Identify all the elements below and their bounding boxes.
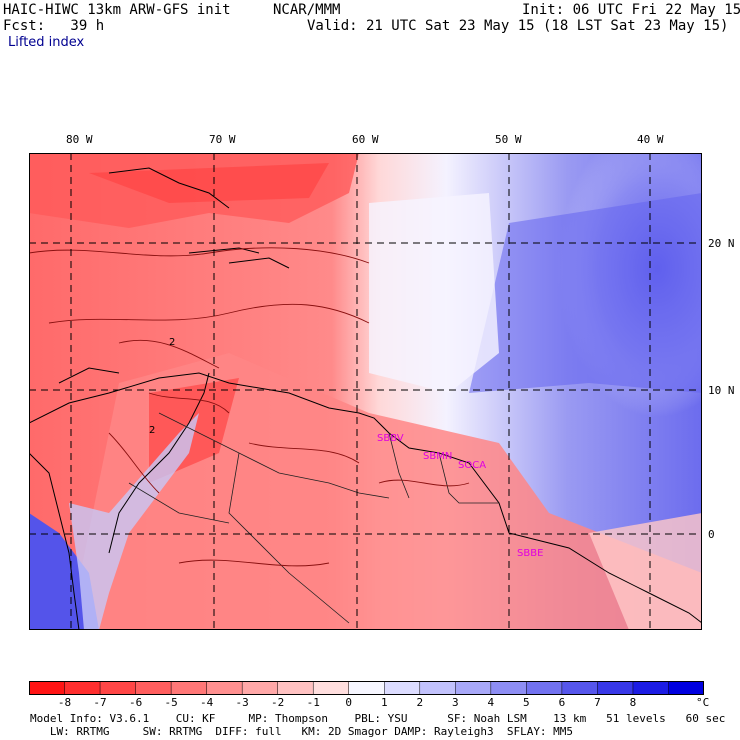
- colorbar-cell: [419, 681, 457, 695]
- forecast-hour: Fcst: 39 h: [3, 18, 105, 34]
- colorbar-cell: [29, 681, 66, 695]
- colorbar-unit: °C: [696, 696, 710, 709]
- lon-label-60w: 60 W: [352, 133, 379, 146]
- model-title: HAIC-HIWC 13km ARW-GFS init: [3, 2, 231, 18]
- colorbar-tick-label: -3: [235, 696, 249, 709]
- caribbean-core: [89, 163, 329, 203]
- colorbar-cell: [455, 681, 492, 695]
- colorbar-cell: [170, 681, 208, 695]
- colorbar-tick-label: -4: [200, 696, 214, 709]
- colorbar-cell: [526, 681, 563, 695]
- station-sbmn: SBMN: [423, 451, 452, 462]
- colorbar: [29, 681, 704, 695]
- colorbar-cell: [632, 681, 670, 695]
- field-name: Lifted index: [8, 35, 85, 50]
- model-info-line1: Model Info: V3.6.1 CU: KF MP: Thompson P…: [30, 712, 726, 725]
- station-sbbe: SBBE: [517, 548, 543, 559]
- andes-neutral: [69, 413, 199, 630]
- contour-label: 2: [149, 425, 155, 436]
- station-sbbv: SBBV: [377, 433, 404, 444]
- colorbar-cell: [348, 681, 386, 695]
- map-canvas: 2 2 SBBV SBMN SOCA SBBE: [29, 153, 702, 630]
- neutral-region: [369, 193, 499, 393]
- colorbar-cell: [597, 681, 634, 695]
- lat-label-eq: 0: [708, 528, 715, 541]
- colorbar-cell: [312, 681, 350, 695]
- country-borders: [128, 412, 499, 624]
- lon-label-70w: 70 W: [209, 133, 236, 146]
- li-contours: [29, 247, 470, 567]
- init-time: Init: 06 UTC Fri 22 May 15: [522, 2, 740, 18]
- colorbar-tick-label: 6: [558, 696, 566, 709]
- lifted-index-map[interactable]: 2 2 SBBV SBMN SOCA SBBE: [29, 153, 702, 630]
- brazil-neutral: [589, 513, 702, 630]
- colorbar-cell: [561, 681, 599, 695]
- lat-label-10n: 10 N: [708, 384, 735, 397]
- colorbar-cell: [384, 681, 421, 695]
- lat-label-20n: 20 N: [708, 237, 735, 250]
- colorbar-tick-label: -1: [306, 696, 320, 709]
- colorbar-cell: [241, 681, 279, 695]
- colorbar-tick-label: 3: [452, 696, 459, 709]
- lon-label-50w: 50 W: [495, 133, 522, 146]
- colorbar-cell: [277, 681, 314, 695]
- valid-time: Valid: 21 UTC Sat 23 May 15 (18 LST Sat …: [307, 18, 729, 34]
- colorbar-tick-label: 8: [629, 696, 637, 709]
- lon-label-40w: 40 W: [637, 133, 664, 146]
- colorbar-cell: [99, 681, 137, 695]
- colorbar-tick-label: -7: [93, 696, 107, 709]
- organization: NCAR/MMM: [273, 2, 341, 18]
- colorbar-tick-label: 0: [345, 696, 353, 709]
- colorbar-tick-label: 7: [594, 696, 601, 709]
- map-frame: [29, 153, 702, 630]
- colorbar-tick-label: 2: [416, 696, 424, 709]
- colorbar-tick-label: 5: [523, 696, 530, 709]
- colorbar-tick-label: -6: [128, 696, 143, 709]
- contour-label: 2: [169, 337, 175, 348]
- station-soca: SOCA: [458, 460, 486, 471]
- colorbar-tick-label: -8: [57, 696, 72, 709]
- colorbar-tick-label: 1: [380, 696, 388, 709]
- model-info-line2: LW: RRTMG SW: RRTMG DIFF: full KM: 2D Sm…: [30, 725, 574, 738]
- colorbar-cell: [490, 681, 528, 695]
- graticule: [29, 153, 702, 630]
- colorbar-cell: [668, 681, 704, 695]
- lon-label-80w: 80 W: [66, 133, 93, 146]
- colorbar-cell: [206, 681, 243, 695]
- colorbar-cell: [135, 681, 172, 695]
- colorbar-tick-label: -2: [271, 696, 285, 709]
- colorbar-tick-label: 4: [487, 696, 495, 709]
- colorbar-tick-label: -5: [164, 696, 178, 709]
- colorbar-cell: [64, 681, 101, 695]
